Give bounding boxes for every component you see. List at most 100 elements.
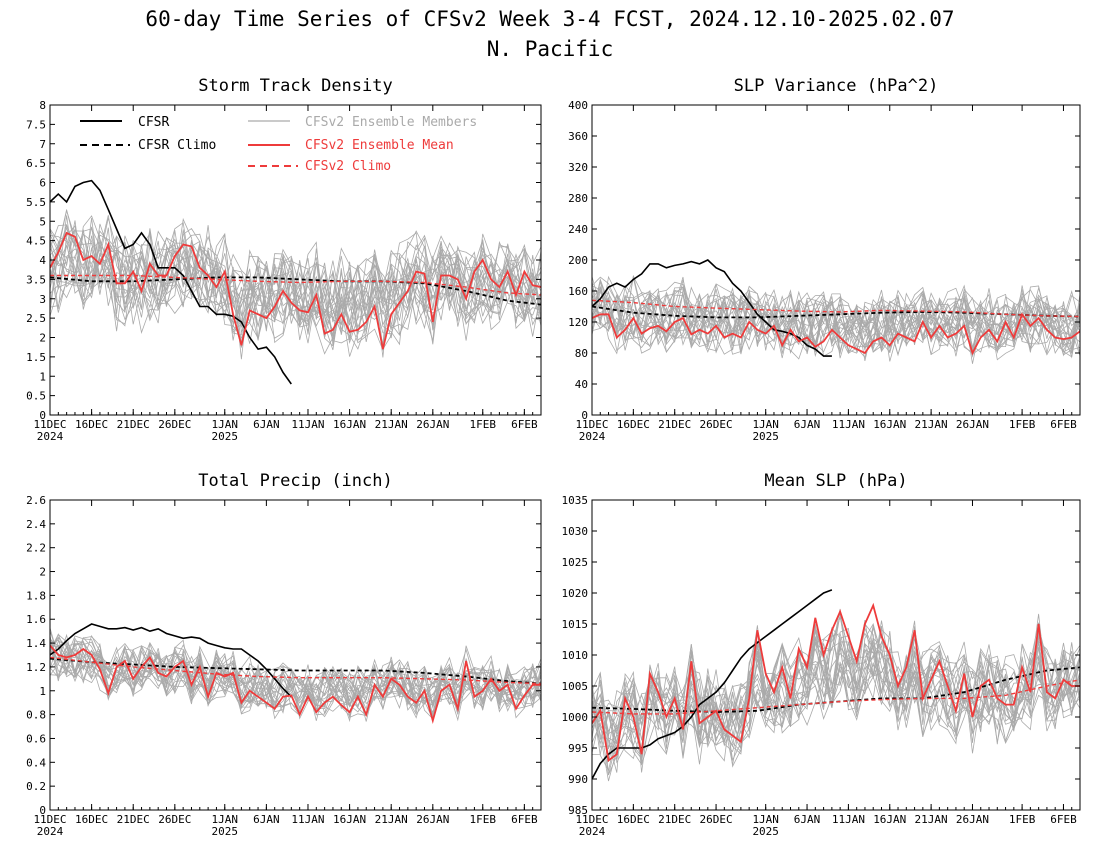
ensemble-member-line — [50, 636, 541, 710]
y-tick-label: 1005 — [562, 680, 589, 693]
x-tick-label: 16DEC — [617, 418, 650, 431]
y-tick-label: 1015 — [562, 618, 589, 631]
x-tick-label: 21JAN — [915, 813, 948, 826]
y-tick-label: 4.5 — [26, 235, 46, 248]
slp-variance-plot-area — [592, 259, 1080, 364]
y-tick-label: 1010 — [562, 649, 589, 662]
x-tick-label: 6JAN — [253, 418, 280, 431]
x-tick-label: 26JAN — [416, 813, 449, 826]
x-tick-label: 6FEB — [511, 418, 538, 431]
y-tick-label: 240 — [568, 223, 588, 236]
y-tick-label: 990 — [568, 773, 588, 786]
y-tick-label: 1.2 — [26, 661, 46, 674]
x-tick-label: 6JAN — [253, 813, 280, 826]
y-tick-label: 1.4 — [26, 637, 46, 650]
y-tick-label: 0.8 — [26, 709, 46, 722]
y-tick-label: 7.5 — [26, 118, 46, 131]
y-tick-label: 2.6 — [26, 494, 46, 507]
ensemble-member-line — [592, 627, 1080, 762]
y-tick-label: 280 — [568, 192, 588, 205]
y-tick-label: 1 — [39, 370, 46, 383]
ensemble-member-line — [50, 641, 541, 723]
x-tick-label: 26JAN — [956, 813, 989, 826]
ensemble-member-line — [592, 294, 1080, 361]
ensemble-member-line — [592, 296, 1080, 359]
y-tick-label: 1.8 — [26, 589, 46, 602]
ensemble-member-line — [50, 218, 541, 345]
x-tick-label: 16JAN — [333, 418, 366, 431]
x-tick-label: 11DEC — [575, 813, 608, 826]
x-tick-year-label: 2024 — [37, 825, 64, 838]
x-tick-label: 11DEC — [575, 418, 608, 431]
total-precip-plot-area — [50, 623, 541, 724]
ensemble-mean-line — [50, 644, 541, 724]
y-tick-label: 120 — [568, 316, 588, 329]
x-tick-year-label: 2025 — [752, 430, 779, 443]
x-tick-label: 16JAN — [873, 418, 906, 431]
x-tick-label: 6JAN — [794, 813, 821, 826]
x-tick-year-label: 2025 — [212, 430, 239, 443]
ensemble-member-line — [592, 275, 1080, 345]
x-tick-label: 11DEC — [33, 813, 66, 826]
ensemble-member-line — [592, 275, 1080, 347]
x-tick-label: 6FEB — [1050, 813, 1077, 826]
x-tick-label: 26JAN — [956, 418, 989, 431]
cfsr-line — [592, 589, 833, 780]
storm-track-density-plot-area — [50, 179, 541, 385]
x-tick-label: 11JAN — [291, 418, 324, 431]
slp-variance-frame — [591, 104, 1081, 416]
x-tick-label: 26DEC — [700, 813, 733, 826]
y-tick-label: 320 — [568, 161, 588, 174]
ensemble-member-line — [50, 650, 541, 721]
total-precip-panel: Total Precip (inch) 0 0.2 0.4 0.6 0.8 1 1.2 1.4 1… — [26, 471, 542, 838]
x-tick-label: 11JAN — [832, 418, 865, 431]
slp-variance-title: SLP Variance (hPa^2) — [734, 76, 939, 96]
ensemble-member-line — [50, 246, 541, 360]
y-tick-label: 0 — [581, 409, 588, 422]
x-tick-label: 11JAN — [291, 813, 324, 826]
x-tick-label: 21DEC — [658, 418, 691, 431]
x-tick-label: 16JAN — [873, 813, 906, 826]
mean-slp-title: Mean SLP (hPa) — [764, 471, 907, 491]
ensemble-member-line — [592, 622, 1080, 764]
x-tick-label: 1JAN — [212, 813, 239, 826]
total-precip-title: Total Precip (inch) — [198, 471, 392, 491]
x-tick-label: 1JAN — [752, 418, 779, 431]
y-tick-label: 0.4 — [26, 756, 46, 769]
storm-track-density-title: Storm Track Density — [198, 76, 392, 96]
y-tick-label: 5.5 — [26, 196, 46, 209]
y-tick-label: 2.5 — [26, 312, 46, 325]
x-tick-year-label: 2025 — [212, 825, 239, 838]
ensemble-member-line — [592, 627, 1080, 736]
y-tick-label: 360 — [568, 130, 588, 143]
y-tick-label: 160 — [568, 285, 588, 298]
y-tick-label: 8 — [39, 99, 46, 112]
y-tick-label: 0.6 — [26, 732, 46, 745]
x-tick-label: 21DEC — [117, 813, 150, 826]
x-tick-label: 16DEC — [617, 813, 650, 826]
y-tick-label: 80 — [575, 347, 588, 360]
legend-cfsv2-climo-label: CFSv2 Climo — [305, 159, 391, 174]
ensemble-member-line — [592, 275, 1080, 349]
ensemble-mean-line — [592, 312, 1080, 356]
legend-cfsr-label: CFSR — [138, 115, 169, 130]
y-tick-label: 5 — [39, 215, 46, 228]
y-tick-label: 2 — [39, 566, 46, 579]
x-tick-label: 26JAN — [416, 418, 449, 431]
mean-slp-panel: Mean SLP (hPa) 985 990 995 1000 1005 1010 1015 1… — [562, 471, 1081, 838]
slp-variance-panel: SLP Variance (hPa^2) 0 40 80 120 160 200 240 280… — [568, 76, 1081, 443]
ensemble-member-line — [592, 291, 1080, 362]
x-tick-label: 16JAN — [333, 813, 366, 826]
storm-track-density-panel: Storm Track Density 0 0.5 1 1.5 2 2.5 3 3.5 4 4.5 5… — [26, 76, 542, 443]
ensemble-member-line — [50, 642, 541, 717]
legend: CFSR CFSR Climo CFSv2 Ensemble Members C… — [80, 115, 477, 174]
y-tick-label: 3 — [39, 293, 46, 306]
x-tick-label: 6FEB — [1050, 418, 1077, 431]
x-tick-label: 1FEB — [469, 813, 496, 826]
y-tick-label: 400 — [568, 99, 588, 112]
ensemble-member-line — [50, 636, 541, 716]
y-tick-label: 995 — [568, 742, 588, 755]
ensemble-member-line — [50, 225, 541, 346]
x-tick-year-label: 2024 — [579, 825, 606, 838]
x-tick-year-label: 2024 — [579, 430, 606, 443]
